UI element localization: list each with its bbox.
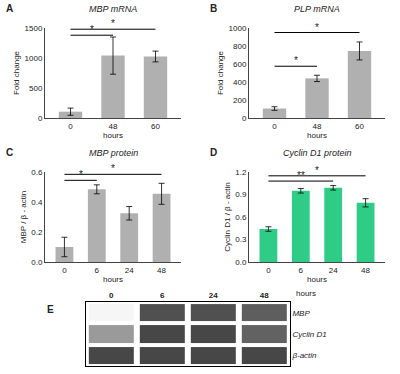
svg-text:hours: hours [103,131,123,140]
svg-text:0: 0 [109,291,114,300]
svg-text:*: * [315,165,319,176]
svg-text:0: 0 [38,114,43,123]
svg-text:200: 200 [233,96,247,105]
svg-text:0.9: 0.9 [235,190,247,199]
svg-text:*: * [294,55,298,66]
svg-text:0: 0 [242,114,247,123]
svg-text:hours: hours [307,131,327,140]
svg-text:48: 48 [109,122,118,131]
svg-text:*: * [111,163,115,174]
svg-text:hours: hours [103,275,123,284]
svg-text:hours: hours [307,275,327,284]
svg-text:*: * [90,24,94,35]
svg-text:PLP mRNA: PLP mRNA [294,4,340,14]
svg-text:0.4: 0.4 [31,198,43,207]
svg-text:D: D [210,147,217,158]
svg-text:6: 6 [299,266,304,275]
svg-text:Cyclin D1 / β - actin: Cyclin D1 / β - actin [223,182,232,252]
svg-text:400: 400 [233,78,247,87]
svg-text:A: A [6,3,13,14]
svg-text:MBP: MBP [292,309,310,318]
svg-text:48: 48 [260,291,269,300]
svg-text:1500: 1500 [25,24,43,33]
svg-text:0: 0 [62,266,67,275]
svg-text:hours: hours [296,289,316,298]
svg-text:48: 48 [157,266,166,275]
svg-text:*: * [315,22,319,33]
svg-text:Fold change: Fold change [12,50,21,95]
svg-text:0: 0 [266,266,271,275]
svg-text:0.6: 0.6 [235,213,247,222]
svg-text:*: * [111,18,115,29]
svg-text:0.0: 0.0 [31,258,43,267]
svg-text:MBP / β - actin: MBP / β - actin [19,191,28,243]
svg-text:60: 60 [151,122,160,131]
svg-text:24: 24 [209,291,218,300]
svg-text:800: 800 [233,42,247,51]
svg-text:**: ** [297,170,305,181]
svg-text:MBP mRNA: MBP mRNA [89,4,137,14]
svg-text:0: 0 [272,122,277,131]
svg-text:Fold change: Fold change [216,50,225,95]
svg-text:500: 500 [29,84,43,93]
svg-text:24: 24 [125,266,134,275]
svg-text:*: * [79,169,83,180]
svg-text:0.6: 0.6 [31,168,43,177]
svg-text:1000: 1000 [25,54,43,63]
svg-text:MBP protein: MBP protein [89,148,138,158]
svg-text:0: 0 [68,122,73,131]
svg-text:β-actin: β-actin [291,351,317,360]
svg-text:0.2: 0.2 [31,228,43,237]
svg-text:48: 48 [313,122,322,131]
svg-text:60: 60 [355,122,364,131]
svg-text:6: 6 [160,291,165,300]
svg-text:1000: 1000 [229,24,247,33]
svg-text:0.3: 0.3 [235,235,247,244]
svg-text:6: 6 [95,266,100,275]
svg-text:0.0: 0.0 [235,258,247,267]
svg-text:48: 48 [361,266,370,275]
svg-text:600: 600 [233,60,247,69]
svg-text:Cyclin D1: Cyclin D1 [292,330,326,339]
svg-text:C: C [6,147,13,158]
svg-text:E: E [47,304,54,315]
svg-text:24: 24 [329,266,338,275]
svg-text:B: B [210,3,217,14]
svg-text:1.2: 1.2 [235,168,247,177]
svg-text:Cyclin D1 protein: Cyclin D1 protein [283,148,352,158]
